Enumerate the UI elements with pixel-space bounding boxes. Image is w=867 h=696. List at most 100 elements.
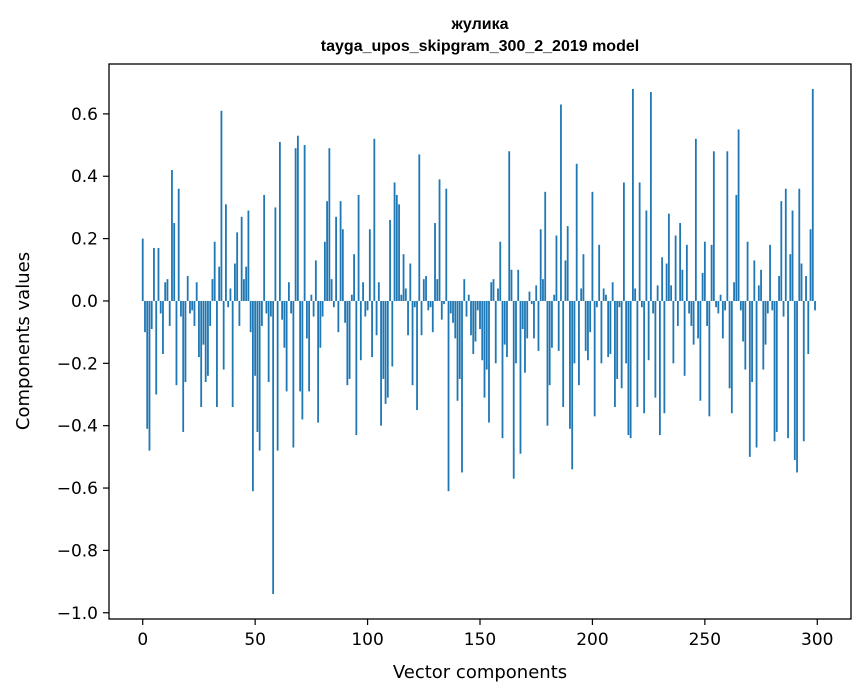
bar (198, 300, 200, 358)
bar (240, 216, 243, 301)
bar (494, 300, 497, 364)
bar (479, 300, 481, 330)
bar (483, 300, 486, 398)
bar (391, 300, 394, 367)
bar (296, 135, 299, 301)
bar (243, 279, 245, 301)
bar (555, 235, 558, 301)
bar (274, 207, 277, 301)
bar (701, 272, 704, 301)
bar (542, 279, 544, 301)
bar (490, 282, 493, 301)
bar (719, 294, 722, 301)
bar (389, 219, 391, 301)
bar (193, 300, 196, 326)
bar (231, 300, 234, 407)
bar (404, 288, 407, 301)
bar (438, 179, 441, 301)
bar (310, 294, 313, 301)
bar (636, 300, 639, 407)
bar (748, 300, 751, 457)
bar (515, 300, 517, 364)
bar (708, 300, 711, 417)
y-axis-ticks: −1.0 −0.8 −0.6 −0.4 −0.2 0.0 0.2 0.4 0.6 (57, 105, 109, 624)
bar (429, 300, 432, 308)
bar (546, 300, 549, 426)
bar (647, 300, 650, 361)
bar (204, 300, 207, 383)
bar (213, 241, 216, 301)
y-tick-label: −0.2 (57, 354, 98, 374)
bar (811, 88, 814, 301)
bar (530, 300, 533, 305)
bar (609, 300, 612, 354)
bar (643, 300, 646, 414)
y-tick-label: 0.4 (71, 167, 98, 187)
bar (499, 241, 502, 301)
bar (200, 300, 203, 407)
y-tick-label: 0.6 (71, 105, 98, 125)
bar (508, 151, 511, 301)
bar (348, 300, 351, 379)
bar (510, 269, 513, 301)
bar (382, 300, 385, 379)
bar (427, 300, 430, 311)
bar (177, 188, 180, 301)
bar (323, 241, 326, 301)
bar (807, 300, 810, 354)
bar (796, 300, 798, 473)
bar (377, 282, 380, 301)
bar (661, 257, 664, 301)
bar (184, 300, 187, 383)
bar (742, 300, 744, 342)
bar (710, 244, 713, 301)
bar (447, 300, 450, 492)
bar (539, 229, 542, 301)
bar (211, 279, 214, 301)
bar (593, 300, 596, 417)
bar (148, 300, 151, 451)
bar (355, 300, 358, 436)
bar (234, 263, 236, 301)
bar (724, 300, 726, 311)
bar (209, 300, 212, 326)
bar (373, 138, 376, 301)
bar (778, 276, 780, 301)
bar (814, 300, 816, 311)
bar (364, 300, 367, 317)
chart-title: жулика (451, 16, 509, 33)
bar (670, 285, 673, 301)
bar (350, 294, 353, 301)
bar (146, 300, 149, 429)
bar (357, 194, 360, 301)
bar (652, 300, 655, 314)
bar (632, 88, 634, 301)
bar (445, 188, 448, 301)
bar (326, 201, 328, 301)
bar (195, 282, 198, 301)
bar (551, 300, 553, 348)
bar (717, 300, 720, 314)
bar (463, 279, 466, 301)
bar (769, 244, 771, 301)
bar (317, 300, 320, 423)
chart-subtitle: tayga_upos_skipgram_300_2_2019 model (321, 38, 639, 55)
bar (371, 300, 373, 358)
bar (654, 300, 657, 398)
bar (227, 300, 230, 308)
bar (728, 300, 731, 389)
bar (681, 269, 684, 301)
bar (676, 300, 679, 326)
bar (332, 300, 335, 308)
bar (535, 285, 538, 301)
bar (299, 300, 302, 392)
x-tick-label: 0 (137, 630, 148, 650)
bar (787, 300, 789, 439)
y-axis-label: Components values (13, 252, 34, 430)
bar (247, 210, 250, 301)
bar (667, 213, 670, 301)
y-tick-label: −1.0 (57, 604, 98, 624)
bar (688, 300, 691, 314)
bar (470, 300, 472, 336)
